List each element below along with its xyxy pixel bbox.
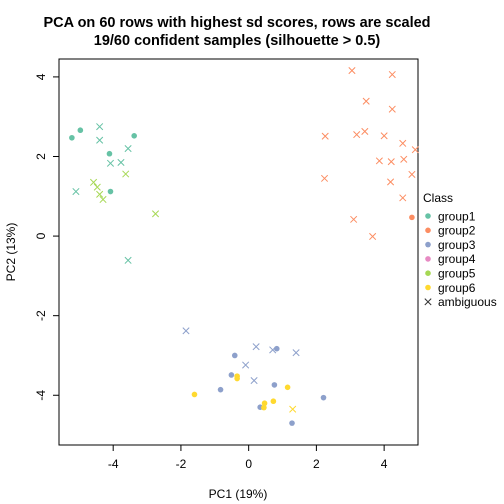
legend-marker-group3 — [425, 241, 431, 248]
legend-title: Class — [423, 191, 453, 205]
data-point-group1-ambiguous — [72, 187, 80, 196]
data-point-group2-ambiguous — [388, 70, 396, 79]
y-tick-label: -2 — [34, 310, 48, 321]
data-point-group2-ambiguous — [400, 155, 408, 163]
legend-marker-group4 — [425, 256, 431, 262]
data-point-group3-ambiguous — [242, 361, 250, 369]
data-point-group5-ambiguous — [96, 190, 104, 198]
legend-label-group6: group6 — [438, 281, 476, 295]
data-point-group1-ambiguous — [106, 159, 115, 167]
data-point-group1 — [106, 150, 113, 157]
data-point-group2-ambiguous — [362, 97, 370, 105]
legend-label-group1: group1 — [438, 209, 476, 223]
data-point-group2-ambiguous — [408, 170, 416, 178]
legend-marker-group1 — [425, 213, 431, 219]
data-point-group3 — [231, 352, 238, 359]
legend-label-group4: group4 — [438, 252, 476, 266]
data-point-group3-ambiguous — [269, 346, 277, 354]
data-point-group2-ambiguous — [375, 157, 383, 165]
data-point-group2-ambiguous — [380, 132, 388, 140]
legend-marker-ambiguous — [424, 298, 432, 306]
y-tick-label: 2 — [34, 153, 48, 160]
data-point-group3 — [217, 386, 224, 393]
data-point-group1-ambiguous — [96, 123, 104, 131]
x-tick-label: -2 — [176, 457, 187, 471]
data-point-group2-ambiguous — [369, 232, 377, 241]
legend-marker-group2 — [425, 227, 431, 234]
legend-label-group3: group3 — [438, 238, 476, 252]
y-tick-label: 0 — [34, 232, 48, 239]
data-point-group5-ambiguous — [99, 195, 107, 204]
data-point-group2-ambiguous — [399, 139, 407, 147]
data-point-group2-ambiguous — [388, 105, 396, 113]
data-point-group2-ambiguous — [387, 158, 395, 166]
legend: Class group1group2group3group4group5grou… — [423, 191, 497, 309]
chart-title: PCA on 60 rows with highest sd scores, r… — [43, 15, 430, 31]
legend-marker-group5 — [425, 270, 431, 277]
legend-label-ambiguous: ambiguous — [438, 295, 497, 309]
data-point-group1-ambiguous — [117, 158, 125, 167]
data-point-group1 — [69, 134, 75, 141]
data-point-group2-ambiguous — [411, 146, 419, 154]
data-point-group3 — [271, 382, 278, 388]
data-point-group5-ambiguous — [122, 170, 130, 178]
data-point-group2-ambiguous — [387, 178, 395, 186]
data-point-group1 — [77, 127, 84, 134]
x-axis: -4 -2 0 2 4 — [108, 445, 388, 471]
data-point-group3 — [228, 372, 235, 378]
data-point-group2 — [409, 214, 415, 221]
data-point-group6 — [284, 384, 291, 391]
data-point-group5-ambiguous — [151, 210, 160, 218]
data-point-group3-ambiguous — [250, 376, 258, 385]
chart-subtitle: 19/60 confident samples (silhouette > 0.… — [94, 33, 381, 49]
data-point-group3-ambiguous — [182, 327, 190, 335]
data-point-group5-ambiguous — [93, 183, 101, 191]
data-point-group5-ambiguous — [89, 178, 98, 186]
data-point-group3-ambiguous — [292, 349, 300, 357]
data-point-group1 — [107, 188, 114, 195]
data-point-group2-ambiguous — [320, 174, 329, 182]
data-point-group2-ambiguous — [321, 132, 329, 140]
data-point-group6 — [234, 375, 240, 382]
data-point-group3 — [289, 420, 295, 426]
x-axis-label: PC1 (19%) — [209, 487, 268, 501]
data-point-group6 — [270, 398, 277, 405]
data-point-group2-ambiguous — [348, 66, 356, 75]
data-point-group2-ambiguous — [361, 127, 369, 135]
data-point-group1 — [131, 133, 137, 139]
x-tick-label: 4 — [381, 457, 388, 471]
data-point-group1-ambiguous — [96, 136, 104, 144]
plot-frame — [58, 58, 419, 446]
data-point-group3-ambiguous — [252, 343, 260, 351]
data-point-group3 — [273, 345, 280, 352]
data-point-group1-ambiguous — [124, 256, 132, 264]
data-point-group3 — [320, 394, 327, 401]
y-tick-label: -4 — [34, 390, 48, 401]
legend-marker-group6 — [425, 284, 431, 291]
data-point-group6-ambiguous — [289, 405, 297, 413]
legend-label-group5: group5 — [438, 267, 476, 281]
data-point-group2-ambiguous — [353, 131, 361, 139]
data-point-group1-ambiguous — [124, 144, 132, 153]
data-point-group6 — [261, 400, 268, 407]
data-point-group2-ambiguous — [350, 215, 358, 223]
data-points — [69, 66, 419, 426]
data-point-group6 — [261, 404, 267, 411]
data-point-group6 — [191, 391, 198, 398]
y-axis-label: PC2 (13%) — [4, 223, 18, 282]
data-point-group2-ambiguous — [399, 194, 407, 202]
x-tick-label: 2 — [313, 457, 320, 471]
legend-label-group2: group2 — [438, 224, 476, 238]
y-axis: -4 -2 0 2 4 — [34, 73, 59, 401]
x-tick-label: 0 — [245, 457, 252, 471]
y-tick-label: 4 — [34, 73, 48, 80]
x-tick-label: -4 — [108, 457, 119, 471]
